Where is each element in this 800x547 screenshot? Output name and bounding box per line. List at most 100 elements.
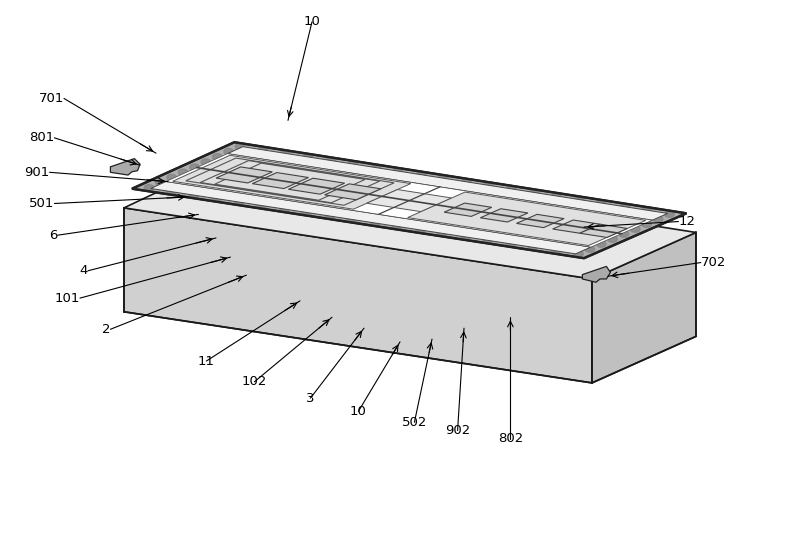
Text: 4: 4	[80, 264, 88, 277]
Circle shape	[280, 178, 290, 184]
Circle shape	[438, 216, 448, 223]
Circle shape	[642, 207, 652, 214]
Polygon shape	[582, 266, 610, 282]
Text: 801: 801	[29, 131, 54, 144]
Circle shape	[269, 155, 278, 162]
Circle shape	[394, 168, 403, 174]
Polygon shape	[166, 154, 652, 247]
Circle shape	[506, 186, 516, 193]
Circle shape	[325, 212, 334, 219]
Circle shape	[562, 215, 572, 222]
Circle shape	[370, 178, 380, 185]
Circle shape	[438, 175, 448, 182]
Circle shape	[416, 172, 426, 178]
Circle shape	[529, 203, 538, 210]
Polygon shape	[132, 142, 686, 258]
Circle shape	[427, 208, 437, 214]
Text: 10: 10	[350, 405, 367, 418]
Circle shape	[348, 189, 358, 195]
Polygon shape	[325, 184, 381, 200]
Circle shape	[450, 184, 459, 190]
Polygon shape	[173, 155, 410, 209]
Circle shape	[450, 197, 459, 204]
Circle shape	[597, 200, 606, 207]
Text: 11: 11	[198, 354, 215, 368]
Circle shape	[404, 218, 414, 224]
Circle shape	[178, 169, 188, 176]
Polygon shape	[289, 178, 345, 194]
Circle shape	[302, 195, 312, 202]
Circle shape	[563, 202, 573, 208]
Circle shape	[382, 214, 391, 221]
Circle shape	[472, 214, 482, 221]
Polygon shape	[216, 167, 272, 183]
Circle shape	[258, 174, 267, 181]
Circle shape	[461, 193, 470, 199]
Circle shape	[234, 185, 244, 191]
Circle shape	[506, 240, 515, 247]
Text: 701: 701	[38, 92, 64, 105]
Circle shape	[347, 216, 357, 223]
Circle shape	[518, 222, 527, 228]
Circle shape	[551, 234, 561, 240]
Circle shape	[292, 159, 302, 166]
Circle shape	[269, 197, 278, 203]
Circle shape	[246, 179, 256, 186]
Circle shape	[427, 194, 437, 201]
Circle shape	[371, 165, 381, 171]
Circle shape	[438, 202, 448, 209]
Polygon shape	[580, 224, 627, 237]
Circle shape	[585, 246, 594, 252]
Circle shape	[393, 210, 402, 216]
Circle shape	[462, 179, 471, 185]
Circle shape	[518, 195, 527, 201]
Circle shape	[269, 170, 278, 176]
Circle shape	[155, 179, 165, 186]
Circle shape	[415, 213, 425, 219]
Circle shape	[348, 161, 358, 167]
Circle shape	[551, 220, 561, 227]
Circle shape	[246, 166, 256, 172]
Polygon shape	[124, 208, 592, 383]
Circle shape	[630, 212, 640, 219]
Circle shape	[540, 198, 550, 205]
Circle shape	[359, 197, 369, 203]
Circle shape	[472, 228, 482, 235]
Text: 102: 102	[242, 375, 267, 388]
Text: 502: 502	[402, 416, 427, 429]
Text: 802: 802	[498, 432, 523, 445]
Circle shape	[258, 188, 267, 195]
Circle shape	[608, 236, 618, 242]
Circle shape	[337, 180, 346, 187]
Circle shape	[224, 148, 234, 155]
Circle shape	[574, 210, 584, 217]
Circle shape	[495, 205, 505, 211]
Circle shape	[450, 211, 459, 218]
Circle shape	[506, 226, 515, 233]
Polygon shape	[408, 192, 646, 246]
Circle shape	[234, 199, 244, 205]
Circle shape	[394, 182, 403, 189]
Circle shape	[597, 227, 606, 234]
Circle shape	[269, 183, 278, 190]
Circle shape	[257, 202, 266, 208]
Text: 6: 6	[50, 229, 58, 242]
Circle shape	[166, 188, 176, 195]
Circle shape	[280, 164, 290, 171]
Circle shape	[326, 171, 335, 178]
Circle shape	[438, 230, 447, 236]
Circle shape	[281, 150, 290, 157]
Circle shape	[461, 220, 470, 226]
Circle shape	[314, 204, 323, 211]
Text: 10: 10	[303, 15, 321, 28]
Circle shape	[483, 237, 493, 243]
Circle shape	[190, 164, 199, 171]
Circle shape	[654, 216, 663, 222]
Text: 2: 2	[102, 323, 110, 336]
Circle shape	[314, 190, 323, 197]
Circle shape	[473, 188, 482, 194]
Circle shape	[586, 219, 595, 225]
Circle shape	[326, 185, 335, 191]
Circle shape	[223, 190, 233, 196]
Circle shape	[337, 166, 346, 173]
